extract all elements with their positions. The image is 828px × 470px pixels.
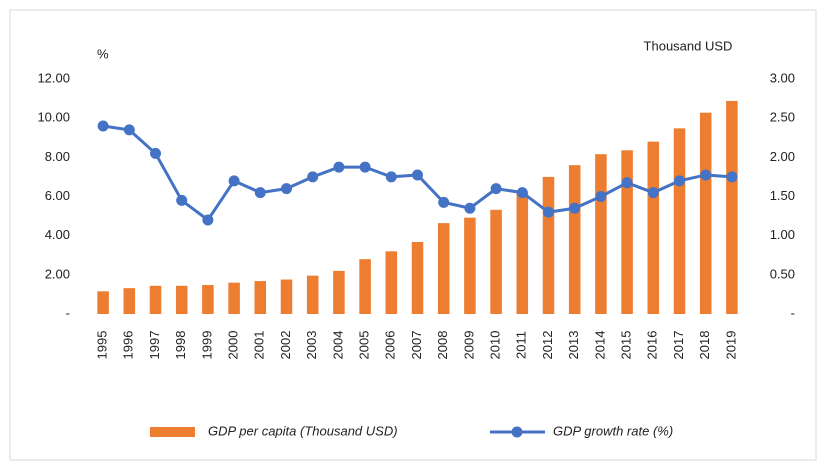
line-marker bbox=[412, 169, 423, 181]
bar bbox=[647, 141, 660, 314]
y2-tick-label: 2.50 bbox=[770, 110, 795, 125]
line-marker bbox=[595, 191, 607, 202]
bar bbox=[464, 217, 476, 314]
y2-axis-label: Thousand USD bbox=[644, 38, 733, 53]
legend-label: GDP per capita (Thousand USD) bbox=[208, 423, 398, 438]
bar bbox=[149, 285, 162, 314]
line-marker bbox=[700, 169, 712, 181]
bar bbox=[516, 192, 529, 314]
x-tick-label: 2003 bbox=[304, 331, 319, 360]
line-marker bbox=[569, 202, 581, 214]
line-marker bbox=[674, 175, 685, 187]
bar bbox=[542, 176, 555, 314]
bar bbox=[333, 270, 345, 314]
line-marker bbox=[359, 161, 371, 173]
legend-swatch bbox=[150, 427, 195, 437]
bar bbox=[228, 282, 240, 314]
x-tick-label: 2019 bbox=[723, 331, 738, 360]
x-tick-label: 2002 bbox=[278, 331, 293, 360]
line-marker bbox=[254, 187, 266, 199]
line-marker bbox=[385, 171, 397, 183]
x-tick-label: 2005 bbox=[357, 331, 372, 360]
line-marker bbox=[228, 175, 240, 187]
x-tick-label: 1999 bbox=[199, 331, 214, 360]
x-tick-label: 2008 bbox=[435, 331, 450, 360]
line-marker bbox=[307, 171, 319, 183]
x-tick-label: 2001 bbox=[252, 331, 267, 360]
bar bbox=[595, 154, 607, 314]
y2-tick-label: 1.00 bbox=[770, 227, 795, 242]
y2-tick-label: 0.50 bbox=[770, 266, 795, 281]
line-marker bbox=[176, 194, 188, 206]
x-tick-label: 2014 bbox=[592, 331, 607, 360]
line-marker bbox=[123, 124, 135, 136]
bar bbox=[568, 165, 581, 314]
y-tick-label: 10.00 bbox=[37, 110, 70, 125]
bar bbox=[385, 251, 398, 314]
line-marker bbox=[516, 187, 528, 199]
y-tick-label: 12.00 bbox=[37, 70, 70, 85]
bar bbox=[699, 112, 712, 314]
x-tick-label: 1995 bbox=[95, 331, 110, 360]
x-tick-label: 1997 bbox=[147, 331, 162, 360]
y2-tick-label: - bbox=[791, 305, 795, 320]
line-marker bbox=[464, 202, 476, 214]
bar bbox=[123, 288, 136, 314]
bar bbox=[673, 128, 686, 314]
chart-border bbox=[9, 9, 817, 461]
bar bbox=[621, 150, 633, 314]
bar bbox=[175, 285, 188, 314]
x-tick-label: 2015 bbox=[619, 331, 634, 360]
x-tick-label: 1998 bbox=[173, 331, 188, 360]
x-tick-label: 2016 bbox=[645, 331, 660, 360]
y-tick-label: 4.00 bbox=[45, 227, 70, 242]
y2-tick-label: 1.50 bbox=[770, 188, 795, 203]
line-marker bbox=[333, 161, 345, 173]
bar bbox=[359, 259, 371, 314]
line-marker bbox=[97, 120, 109, 132]
line-marker bbox=[150, 147, 161, 159]
bar bbox=[490, 209, 502, 314]
x-tick-label: 1996 bbox=[121, 331, 136, 360]
x-tick-label: 2012 bbox=[540, 331, 555, 360]
y2-tick-label: 3.00 bbox=[770, 70, 795, 85]
line-marker bbox=[490, 183, 502, 195]
bar bbox=[437, 223, 450, 314]
x-tick-label: 2006 bbox=[383, 331, 398, 360]
bar bbox=[280, 279, 293, 314]
x-tick-label: 2007 bbox=[409, 331, 424, 360]
y-tick-label: 6.00 bbox=[45, 188, 70, 203]
x-tick-label: 2013 bbox=[566, 331, 581, 360]
x-tick-label: 2018 bbox=[697, 331, 712, 360]
bar bbox=[97, 291, 109, 314]
line-marker bbox=[438, 196, 450, 208]
y-tick-label: 2.00 bbox=[45, 266, 70, 281]
line-marker bbox=[621, 177, 633, 189]
x-tick-label: 2017 bbox=[671, 331, 686, 360]
line-marker bbox=[543, 206, 554, 218]
line-marker bbox=[281, 183, 292, 195]
x-tick-label: 2010 bbox=[488, 331, 503, 360]
bar bbox=[306, 275, 319, 314]
y-tick-label: 8.00 bbox=[45, 149, 70, 164]
y2-tick-label: 2.00 bbox=[770, 149, 795, 164]
line-marker bbox=[202, 214, 214, 226]
legend-swatch bbox=[511, 426, 523, 438]
line-marker bbox=[726, 171, 738, 183]
bar bbox=[202, 285, 214, 314]
x-tick-label: 2009 bbox=[461, 331, 476, 360]
x-tick-label: 2000 bbox=[226, 331, 241, 360]
x-tick-label: 2004 bbox=[330, 331, 345, 360]
x-tick-label: 2011 bbox=[514, 331, 529, 359]
bar bbox=[726, 100, 738, 314]
line-marker bbox=[647, 187, 659, 199]
y-tick-label: - bbox=[66, 305, 70, 320]
y-axis-label: % bbox=[97, 46, 109, 61]
bar bbox=[411, 241, 424, 314]
bar bbox=[254, 281, 267, 314]
legend-label: GDP growth rate (%) bbox=[553, 423, 673, 438]
